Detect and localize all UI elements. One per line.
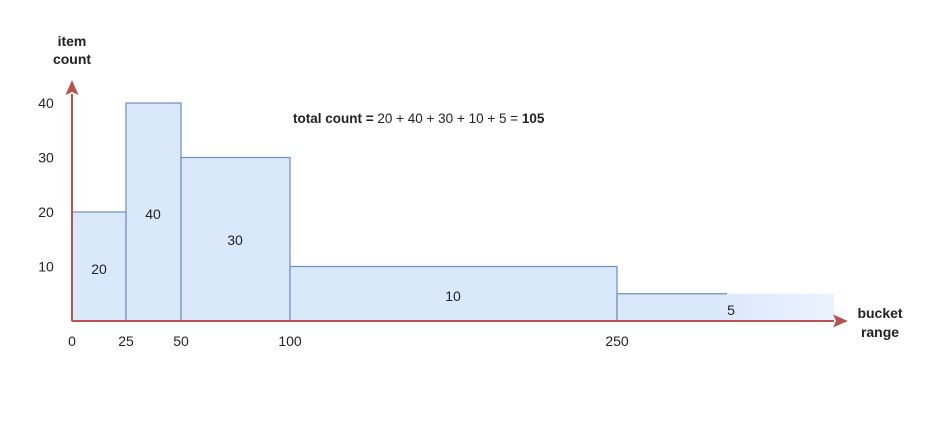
x-axis-label-line-2: range (861, 324, 899, 340)
bar-value-label: 10 (445, 288, 461, 304)
y-axis-arrowhead (65, 80, 79, 95)
total-count-annotation: total count = 20 + 40 + 30 + 10 + 5 = 10… (293, 111, 545, 126)
annotation-total: 105 (522, 111, 545, 126)
y-tick-label: 30 (38, 150, 54, 166)
x-tick-label: 50 (173, 333, 189, 349)
histogram-bar (71, 211, 127, 322)
y-tick-label: 10 (38, 259, 54, 275)
bar-labels-group: 20 40 30 10 5 (91, 206, 735, 318)
histogram-bar-outline (616, 293, 727, 321)
annotation-prefix: total count = (293, 111, 377, 126)
x-axis (72, 314, 848, 328)
x-tick-label: 250 (605, 333, 629, 349)
y-axis-label-line-1: item (58, 33, 87, 49)
x-tick-label: 0 (68, 333, 76, 349)
histogram-bar (617, 293, 834, 321)
bar-value-label: 30 (227, 232, 243, 248)
bars-group (71, 102, 834, 322)
y-tick-labels: 10 20 30 40 (38, 95, 54, 275)
x-tick-label: 25 (118, 333, 134, 349)
histogram-bar (289, 265, 618, 322)
x-tick-label: 100 (278, 333, 302, 349)
y-tick-label: 20 (38, 204, 54, 220)
y-axis (65, 80, 79, 321)
x-tick-labels: 0 25 50 100 250 (68, 333, 629, 349)
x-axis-arrowhead (833, 314, 848, 328)
y-axis-label-line-2: count (53, 51, 91, 67)
bar-value-label: 20 (91, 261, 107, 277)
bar-value-label: 40 (145, 206, 161, 222)
histogram-bar (180, 156, 291, 322)
bar-value-label: 5 (727, 302, 735, 318)
y-tick-label: 40 (38, 95, 54, 111)
annotation-expression: 20 + 40 + 30 + 10 + 5 = (377, 111, 522, 126)
histogram-bar (125, 102, 182, 322)
x-axis-label-line-1: bucket (857, 305, 902, 321)
